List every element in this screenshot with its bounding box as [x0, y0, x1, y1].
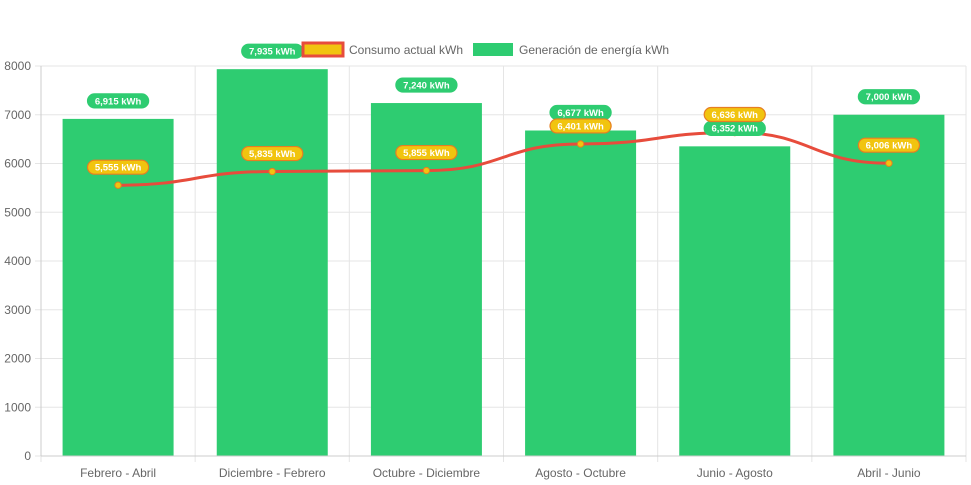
consumption-data-label: 6,636 kWh [703, 106, 766, 123]
consumption-data-label: 6,401 kWh [549, 118, 612, 134]
legend-label-consumo: Consumo actual kWh [349, 43, 463, 57]
consumption-point[interactable] [422, 166, 431, 175]
legend-swatch-generacion [473, 43, 513, 56]
generation-data-label-text: 6,352 kWh [712, 124, 759, 135]
consumption-data-label-bg [86, 159, 150, 175]
y-tick-label: 2000 [4, 352, 31, 366]
legend-item-consumo[interactable]: Consumo actual kWh [301, 41, 463, 58]
y-tick-label: 1000 [4, 400, 31, 414]
consumption-point[interactable] [114, 181, 122, 189]
generation-data-label: 7,935 kWh [241, 43, 304, 59]
generation-data-label-bg [857, 89, 921, 105]
generation-data-label: 6,677 kWh [549, 104, 612, 121]
y-tick-label: 6000 [4, 157, 31, 171]
legend-swatch-consumo [301, 41, 345, 58]
consumption-point[interactable] [885, 159, 893, 167]
y-tick-label: 8000 [4, 59, 31, 73]
generation-bar[interactable] [525, 130, 637, 456]
consumption-data-label-text: 6,401 kWh [557, 121, 604, 132]
generation-bar[interactable] [370, 103, 482, 457]
y-tick-label: 4000 [4, 254, 31, 268]
y-tick-label: 3000 [4, 303, 31, 317]
y-tick-label: 0 [24, 449, 31, 463]
x-tick-label: Agosto - Octubre [535, 466, 626, 480]
generation-bars [62, 69, 945, 457]
generation-data-label: 7,240 kWh [395, 77, 458, 93]
legend[interactable]: Consumo actual kWh Generación de energía… [301, 41, 669, 58]
consumption-line [118, 130, 889, 187]
consumption-data-label-text: 6,636 kWh [712, 110, 759, 121]
consumption-data-label: 6,006 kWh [857, 137, 921, 153]
legend-label-generacion: Generación de energía kWh [519, 43, 669, 57]
consumption-point[interactable] [268, 167, 276, 176]
generation-bar[interactable] [833, 114, 945, 456]
consumption-data-label-bg [395, 144, 458, 161]
consumption-point[interactable] [576, 140, 585, 148]
axes: 0 1000 2000 3000 4000 5000 6000 7000 8000 Febrero… [4, 59, 966, 480]
consumption-data-label-bg [549, 118, 612, 134]
data-labels: 6,915 kWh 7,935 kWh 7,240 kWh 6,677 kWh 6,35… [86, 43, 921, 175]
consumption-line-series [114, 128, 893, 189]
consumption-data-label-bg [241, 145, 304, 162]
generation-data-label-text: 7,000 kWh [866, 92, 913, 103]
x-tick-label: Abril - Junio [857, 466, 921, 480]
generation-data-label: 6,352 kWh [703, 120, 766, 136]
generation-data-label: 6,915 kWh [86, 93, 150, 109]
consumption-data-label-text: 5,855 kWh [403, 148, 450, 159]
generation-bar[interactable] [62, 118, 174, 457]
generation-data-label-bg [395, 77, 458, 93]
y-tick-label: 7000 [4, 108, 31, 122]
generation-bar[interactable] [216, 69, 328, 456]
x-tick-label: Junio - Agosto [697, 466, 773, 480]
consumption-data-label: 5,855 kWh [395, 144, 458, 161]
consumption-data-label-bg [857, 137, 921, 153]
generation-data-label-text: 7,240 kWh [403, 80, 450, 91]
y-tick-label: 5000 [4, 205, 31, 219]
x-tick-label: Octubre - Diciembre [373, 466, 481, 480]
consumption-data-label: 5,555 kWh [86, 159, 150, 175]
grid-lines [35, 65, 967, 462]
legend-item-generacion[interactable]: Generación de energía kWh [473, 43, 669, 57]
consumption-data-label-text: 5,835 kWh [249, 149, 296, 160]
consumption-data-label-text: 6,006 kWh [866, 141, 913, 152]
generation-data-label-text: 6,677 kWh [557, 108, 604, 119]
consumption-data-label: 5,835 kWh [241, 145, 304, 162]
generation-data-label-text: 6,915 kWh [95, 96, 142, 107]
generation-data-label-bg [86, 93, 150, 109]
consumption-data-label-bg [703, 106, 766, 123]
generation-data-label: 7,000 kWh [857, 89, 921, 105]
generation-data-label-text: 7,935 kWh [249, 47, 296, 58]
x-tick-label: Diciembre - Febrero [219, 466, 326, 480]
x-tick-label: Febrero - Abril [80, 466, 156, 480]
consumption-data-label-text: 5,555 kWh [95, 163, 142, 174]
generation-bar[interactable] [679, 146, 791, 456]
